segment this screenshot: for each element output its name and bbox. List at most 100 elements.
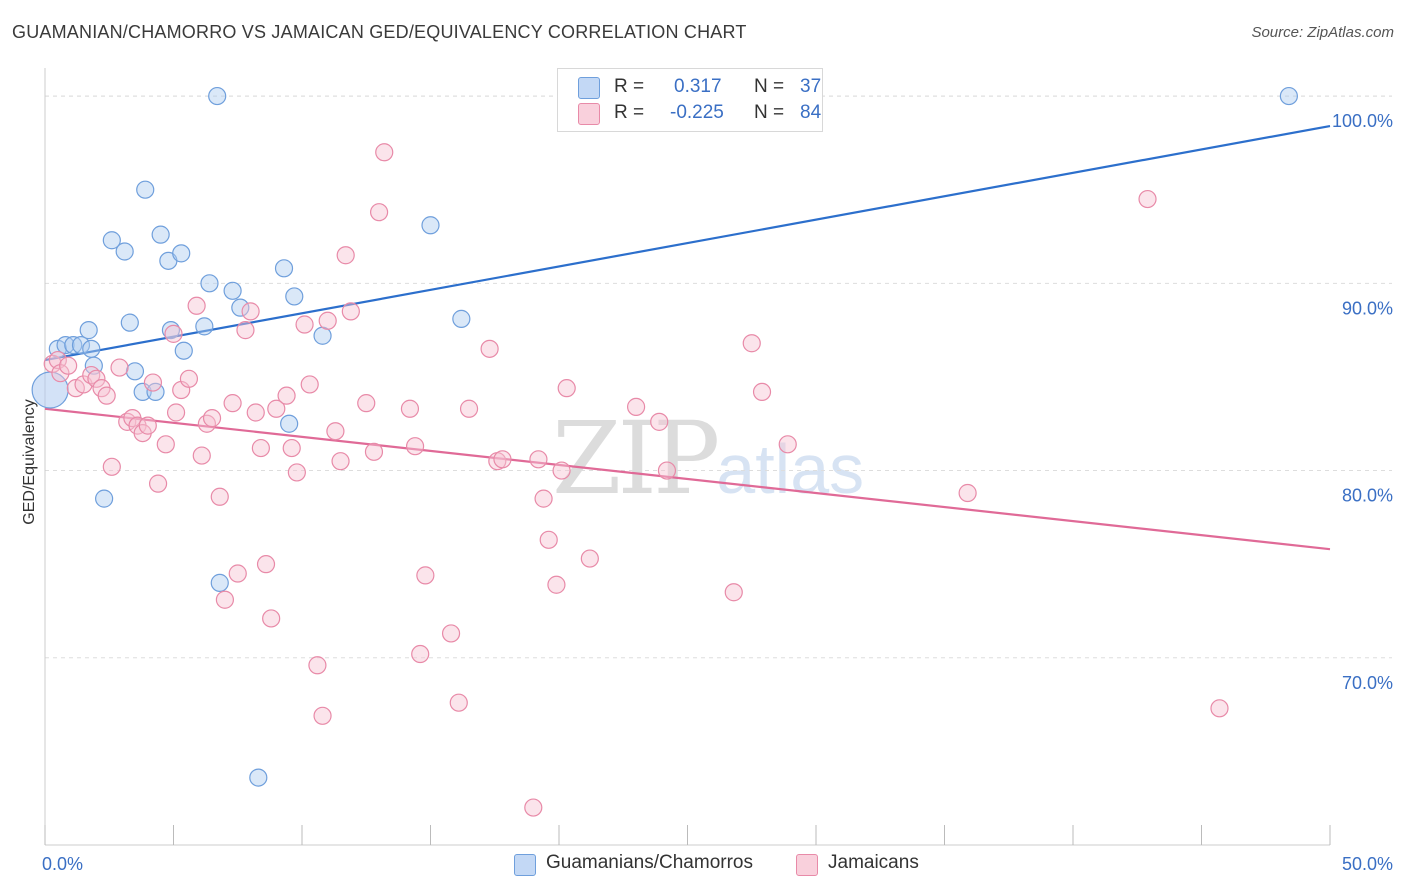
correlation-legend: R = 0.317 N = 37 R = -0.225 N = 84 [557,68,823,132]
legend-n-label: N = [754,76,785,97]
point-jamaican [179,369,199,388]
point-guamanian [421,216,440,235]
point-jamaican [267,399,286,418]
point-jamaican [277,386,296,405]
y-tick-label: 70.0% [1342,673,1393,693]
legend-swatch-pink [578,103,600,125]
point-guamanian [64,335,83,355]
point-jamaican [148,474,168,493]
y-tick-label: 80.0% [1342,486,1393,506]
point-jamaican [724,583,743,602]
point-jamaican [313,706,332,725]
point-jamaican [657,461,677,480]
point-jamaican [326,422,345,441]
point-jamaican [552,461,571,480]
point-jamaican [441,624,461,643]
point-jamaican [370,203,389,222]
point-jamaican [459,399,479,418]
point-guamanian [274,259,294,278]
point-jamaican [197,414,217,433]
point-jamaican [228,564,247,583]
point-jamaican [547,575,566,594]
point-guamanian [71,335,91,355]
trend-lines [44,124,1331,551]
point-jamaican [318,311,337,330]
point-jamaican [411,644,430,664]
point-jamaican [138,416,157,435]
point-guamanian [79,321,98,340]
point-jamaican [331,452,350,471]
point-jamaican [262,609,281,628]
point-guamanian [249,768,268,787]
point-jamaican [752,382,772,402]
point-jamaican [480,339,499,358]
point-jamaican [97,386,116,405]
data-points [31,86,1298,817]
point-guamanian [151,225,170,244]
point-jamaican [215,590,234,609]
point-jamaican [256,555,276,574]
point-jamaican [143,373,163,392]
point-jamaican [650,412,669,431]
x-tick-label-max: 50.0% [1342,854,1393,874]
bottom-legend-swatch-pink [796,854,818,876]
point-jamaican [287,463,306,482]
point-jamaican [308,656,327,675]
point-guamanian [115,242,134,261]
point-guamanian [172,244,191,263]
point-jamaican [246,403,265,422]
point-jamaican [156,435,175,454]
point-jamaican [341,302,360,321]
point-guamanian [120,313,139,332]
point-jamaican [51,364,70,383]
point-guamanian [452,309,471,328]
watermark-zip: ZIP [552,400,720,517]
point-guamanian [208,86,227,106]
point-guamanian [210,573,229,592]
point-jamaican [357,394,376,413]
legend-swatch-blue [578,77,600,99]
point-jamaican [742,334,761,353]
x-tick-label-min: 0.0% [42,854,83,874]
point-guamanian [231,298,250,317]
trend-line-jamaican [44,407,1331,551]
point-jamaican [336,246,355,265]
point-jamaican [187,296,206,315]
point-jamaican [210,487,229,506]
source-credit: Source: ZipAtlas.com [1251,24,1394,41]
watermark: ZIPatlas [552,400,864,517]
gridlines [45,95,1392,659]
tick-labels: 70.0% 80.0% 90.0% 100.0% 0.0% 50.0% [42,111,1393,874]
point-jamaican [166,403,186,422]
point-jamaican [524,798,543,817]
legend-r-label: R = [614,76,645,97]
point-jamaican [626,397,646,416]
point-jamaican [539,530,558,549]
point-jamaican [192,446,211,465]
point-jamaican [580,549,599,568]
bottom-legend-label: Guamanians/Chamorros [546,852,753,873]
point-jamaican [416,566,435,585]
point-jamaican [202,409,222,428]
point-jamaican [493,450,512,469]
point-jamaican [110,358,129,377]
point-jamaican [300,375,319,394]
point-guamanian [223,281,242,300]
legend-n-value: 37 [800,76,822,97]
point-jamaican [282,438,301,458]
bottom-legend-swatch-blue [514,854,536,876]
point-jamaican [958,483,977,503]
point-jamaican [102,457,121,476]
point-guamanian [174,341,193,360]
point-guamanian [125,362,145,381]
point-guamanian [285,287,304,306]
point-jamaican [87,369,106,388]
point-jamaican [164,324,183,343]
point-jamaican [236,321,255,340]
y-tick-label: 90.0% [1342,298,1393,318]
point-guamanian [195,317,214,336]
point-jamaican [449,693,468,712]
point-guamanian [82,339,101,358]
point-jamaican [375,143,394,162]
